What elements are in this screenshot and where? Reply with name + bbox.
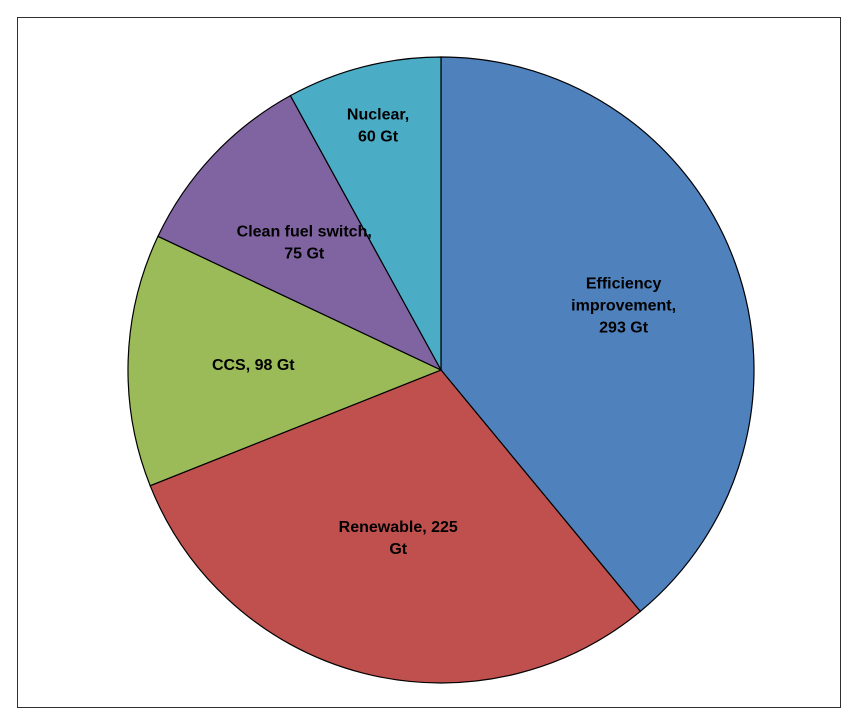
data-label-efficiency-improvement: Efficiency improvement, 293 Gt — [571, 275, 676, 336]
pie-slice-efficiency-improvement — [440, 56, 755, 613]
data-label-line: 75 Gt — [284, 245, 325, 262]
pie-slice-clean-fuel-switch — [157, 94, 443, 372]
pie-slice-nuclear — [289, 56, 442, 371]
data-label-line: Renewable, 225 — [339, 519, 458, 536]
pie-slices — [127, 56, 755, 684]
data-label-ccs: CCS, 98 Gt — [212, 357, 295, 374]
data-label-line: CCS, 98 Gt — [212, 357, 295, 374]
pie-slice-ccs — [127, 235, 443, 487]
data-label-line: Nuclear, — [347, 106, 409, 123]
data-label-line: Gt — [389, 541, 407, 558]
data-label-clean-fuel-switch: Clean fuel switch, 75 Gt — [237, 223, 372, 262]
data-label-line: Clean fuel switch, — [237, 223, 372, 240]
data-label-line: 60 Gt — [358, 128, 399, 145]
pie-labels: Efficiency improvement, 293 Gt Renewable, 2… — [212, 106, 676, 557]
data-label-nuclear: Nuclear, 60 Gt — [347, 106, 409, 145]
data-label-renewable: Renewable, 225 Gt — [339, 519, 458, 558]
pie-slice-renewable — [149, 369, 642, 684]
data-label-line: Efficiency — [586, 275, 662, 292]
data-label-line: improvement, — [571, 297, 676, 314]
data-label-line: 293 Gt — [599, 319, 649, 336]
